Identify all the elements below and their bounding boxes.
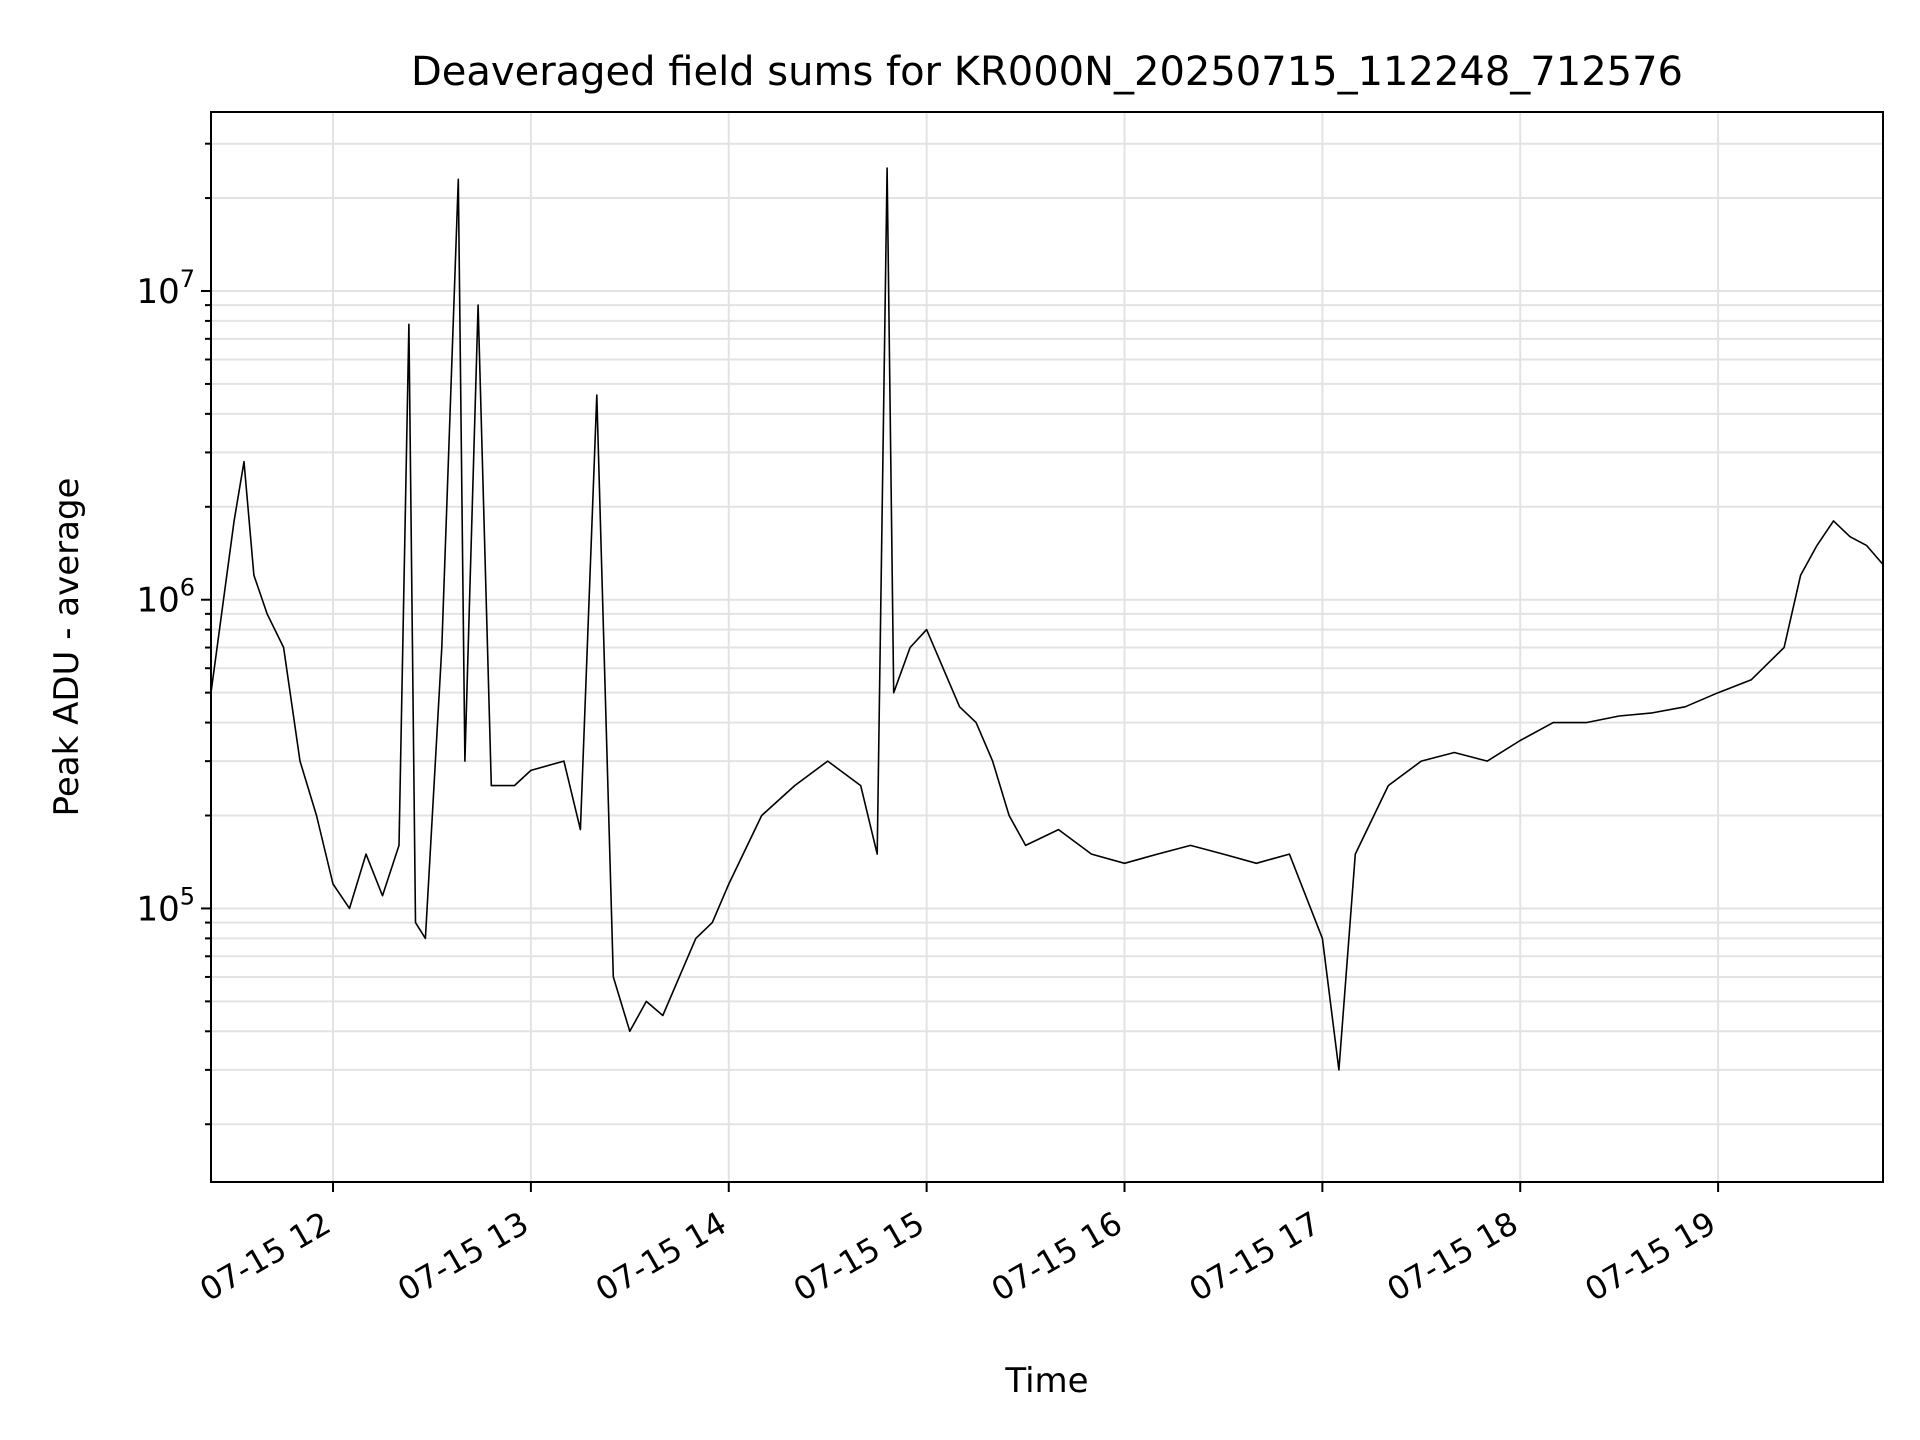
x-axis-label: Time	[1004, 1361, 1088, 1401]
x-tick-label: 07-15 16	[985, 1204, 1129, 1309]
x-tick-label: 07-15 19	[1579, 1204, 1723, 1309]
x-tick-label: 07-15 15	[787, 1204, 931, 1309]
x-tick-label: 07-15 12	[193, 1204, 337, 1309]
y-tick-label: 105	[136, 882, 195, 929]
series-layer	[210, 167, 1884, 1071]
x-tick-label: 07-15 13	[391, 1204, 535, 1309]
y-axis-label: Peak ADU - average	[47, 478, 87, 817]
x-tick-label: 07-15 17	[1183, 1204, 1327, 1309]
y-axis: 105 106 107	[136, 142, 211, 1126]
x-axis: 07-15 12 07-15 13 07-15 14 07-15 15 07-15 16…	[193, 1182, 1722, 1309]
y-tick-label: 107	[136, 265, 195, 312]
grid	[211, 112, 1883, 1182]
y-tick-label: 106	[136, 574, 195, 621]
chart-title: Deaveraged field sums for KR000N_2025071…	[411, 49, 1683, 95]
series-line	[210, 167, 1884, 1071]
x-tick-label: 07-15 14	[589, 1204, 733, 1309]
x-tick-label: 07-15 18	[1381, 1204, 1525, 1309]
